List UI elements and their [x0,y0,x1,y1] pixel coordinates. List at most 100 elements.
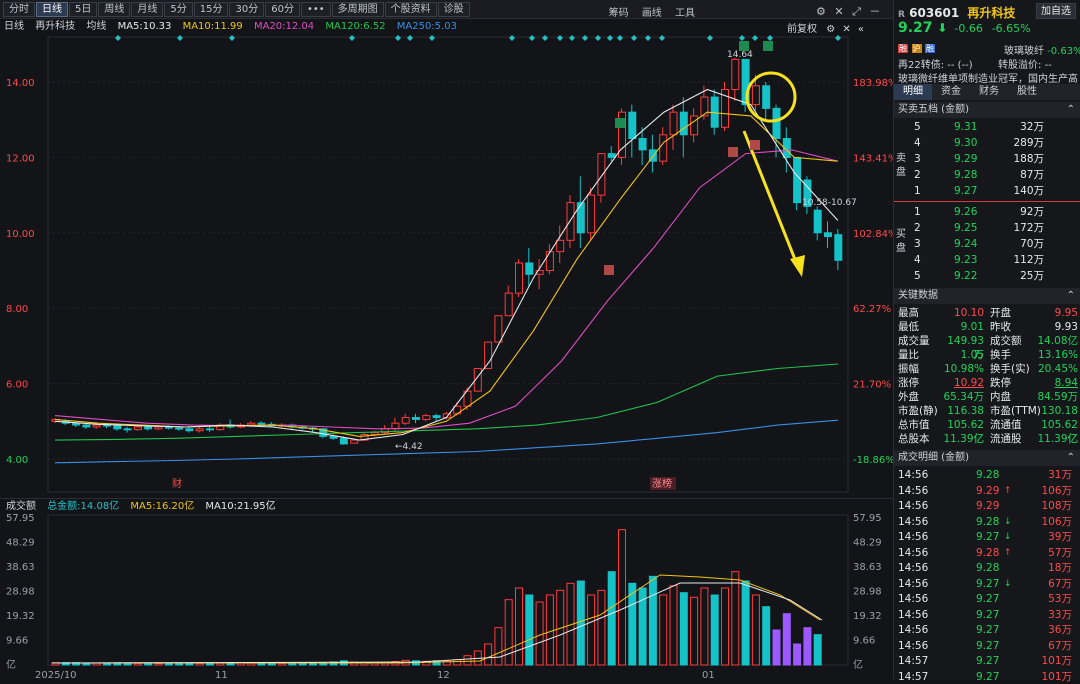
volume-bar [803,627,812,666]
orderbook-row-buy-4[interactable]: 5 9.22 25万 [894,269,1080,283]
trade-arrow-icon: ↑ [1004,547,1012,558]
collapse-icon[interactable]: ⌃ [1066,452,1075,463]
settings-icon[interactable]: ⚙ [816,5,826,18]
orderbook-row-sell-4[interactable]: 1 9.27 140万 [894,184,1080,198]
orderbook-row-sell-2[interactable]: 3 9.29 188万 [894,152,1080,166]
signal-marker-icon [582,35,588,41]
close-icon[interactable]: ✕ [834,5,844,18]
keydata-value: 130.18 [1041,405,1078,417]
trade-time: 14:56 [898,531,929,543]
keydata-label: 换手 [990,349,1011,361]
buy-marker-icon [728,147,738,157]
candle-body [607,153,616,158]
add-watchlist-button[interactable]: 加自选 [1036,3,1076,19]
tools-button[interactable]: 工具 [675,8,695,19]
volume-bar [185,663,194,666]
adjust-selector[interactable]: 前复权 ⚙ ✕ « [787,20,864,35]
tab-12[interactable]: 诊股 [437,2,470,17]
convertible-label: 再22转债: [898,60,945,71]
draw-line-button[interactable]: 画线 [641,8,662,19]
orderbook-row-sell-3[interactable]: 2 9.28 87万 [894,168,1080,182]
candle-body [700,96,709,117]
detail-tab-0[interactable]: 明细 [894,84,932,100]
tab-2[interactable]: 5日 [69,2,98,17]
level-price: 9.31 [954,121,978,133]
premium-value: -- [1044,60,1052,71]
signal-marker-icon [557,35,563,41]
signal-marker-icon [659,35,665,41]
tab-3[interactable]: 周线 [98,2,131,17]
vol-tick-label-right: 28.98 [853,587,882,598]
candle-body [576,202,585,234]
trade-amount: 57万 [1048,546,1072,559]
volume-bar [463,655,472,666]
detail-tab-3[interactable]: 股性 [1017,86,1037,97]
volume-bar [515,587,523,666]
orderbook-row-buy-1[interactable]: 2 9.25 172万 [894,221,1080,235]
tab-8[interactable]: 60分 [265,2,300,17]
tab-1[interactable]: 日线 [36,2,68,17]
settings-icon[interactable]: ⚙ [826,24,836,35]
candle-body [422,415,431,420]
ma-title: 均线 [86,21,107,32]
keydata-row: 振幅 10.98% 换手(实) 20.45% [894,362,1080,376]
candle-body [690,115,699,136]
keydata-value: 149.93万 [947,335,984,361]
tab-10[interactable]: 多周期图 [331,2,384,17]
vol-tick-label: 亿 [6,658,16,671]
vol-tick-label-right: 48.29 [853,538,882,549]
volume-bar [628,582,637,666]
trade-time: 14:56 [898,608,929,621]
sector-tag[interactable]: 玻璃玻纤 -0.63% [1004,42,1080,57]
chip-button[interactable]: 筹码 [608,8,629,19]
premium-label: 转股溢价: [998,60,1042,71]
orderbook-row-buy-2[interactable]: 3 9.24 70万 [894,237,1080,251]
tab-4[interactable]: 月线 [131,2,164,17]
signal-marker-icon [645,35,651,41]
trade-time: 14:56 [898,500,929,512]
keydata-label: 流通值 [990,419,1022,431]
sell-label: 卖盘 [896,153,906,178]
level-volume: 188万 [1013,153,1044,165]
tab-11[interactable]: 个股资料 [384,2,437,17]
collapse-icon[interactable]: « [857,24,865,35]
limit-up-badge [650,477,676,490]
x-axis-label: 2025/10 [35,670,77,679]
restore-icon[interactable]: ⤢ [852,5,861,18]
tab-7[interactable]: 30分 [229,2,265,17]
keydata-value: 116.38 [947,405,984,417]
volume-bar [535,601,544,666]
trade-row: 14:56 9.28 ↑ 57万 [894,546,1080,560]
detail-tab-2[interactable]: 财务 [979,86,999,97]
collapse-icon[interactable]: ⌃ [1066,290,1075,301]
premium-row: 转股溢价: -- [998,56,1052,71]
kline-chart[interactable]: 14.00 12.00 10.00 8.00 6.00 4.00 183.98% 143.41… [0,35,893,679]
vol-tick-label-right: 19.32 [853,611,882,622]
volume-total: 总金额:14.08亿 [47,501,120,512]
collapse-icon[interactable]: ⌃ [1066,104,1075,115]
price-line: 9.27 ⬇ -0.66 -6.65% [898,20,1031,36]
orderbook-header: 买卖五档 (金额) ⌃ [894,102,1080,118]
detail-tab-1[interactable]: 资金 [941,86,961,97]
tab-0[interactable]: 分时 [3,2,35,17]
orderbook-row-sell-0[interactable]: 5 9.31 32万 [894,120,1080,134]
keydata-label: 跌停 [990,377,1011,389]
tab-5[interactable]: 5分 [164,2,193,17]
volume-bar [164,663,173,666]
orderbook-row-buy-3[interactable]: 4 9.23 112万 [894,253,1080,267]
sector-pct: -0.63% [1047,46,1080,57]
candle-body [659,134,668,162]
keydata-value: 20.45% [1037,363,1078,375]
plot-frame [47,36,849,493]
candle-body [669,111,678,136]
orderbook-row-buy-0[interactable]: 1 9.26 92万 [894,205,1080,219]
trade-row: 14:56 9.28 ↓ 106万 [894,515,1080,529]
tab-6[interactable]: 15分 [193,2,229,17]
minimize-icon[interactable]: － [869,5,881,18]
orderbook-row-sell-1[interactable]: 4 9.30 289万 [894,136,1080,150]
close-icon[interactable]: ✕ [842,24,851,35]
tab-9[interactable]: ••• [300,2,331,17]
candle-body [82,424,91,428]
signal-marker-icon [529,35,535,41]
y-tick-label: 4.00 [6,455,28,466]
